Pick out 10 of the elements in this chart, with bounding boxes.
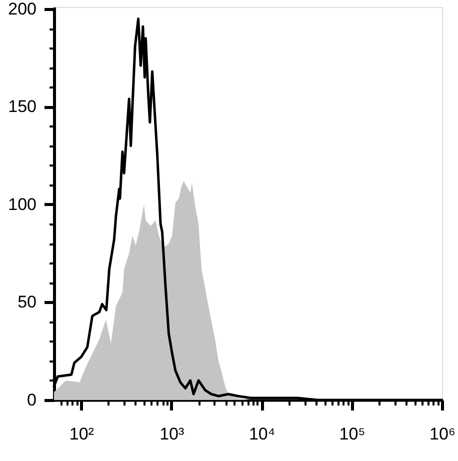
y-tick-label: 150 xyxy=(8,97,36,116)
x-tick-label: 10² xyxy=(69,424,94,444)
x-tick-label: 10⁵ xyxy=(339,424,366,444)
x-tick-label: 10⁶ xyxy=(430,424,456,444)
x-tick-label: 10³ xyxy=(160,424,184,444)
y-tick-label: 0 xyxy=(27,390,36,410)
x-tick-label: 10⁴ xyxy=(248,424,276,444)
y-tick-label: 50 xyxy=(18,292,36,312)
y-tick-label: 200 xyxy=(8,0,36,18)
y-tick-label: 100 xyxy=(8,194,36,214)
